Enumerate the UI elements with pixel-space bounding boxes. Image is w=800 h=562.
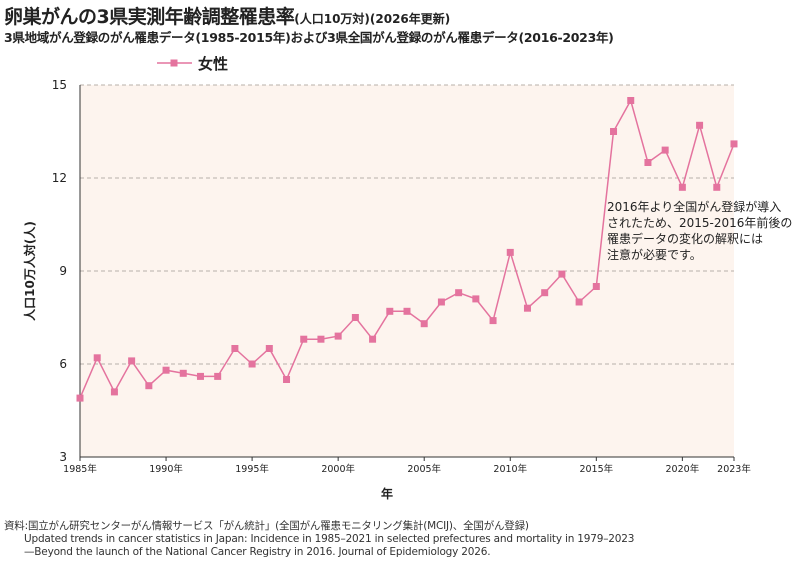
data-point bbox=[610, 128, 618, 135]
x-tick-label: 1985年 bbox=[63, 463, 97, 475]
data-point bbox=[472, 295, 480, 303]
data-point bbox=[145, 382, 153, 390]
data-point bbox=[351, 314, 359, 321]
data-point bbox=[575, 298, 583, 306]
y-tick-label: 15 bbox=[52, 78, 67, 92]
data-point bbox=[661, 146, 669, 154]
data-point bbox=[162, 366, 170, 374]
chart: 3 6 9 12 15 1985年 1990年 1995年 2000年 2005年 2010年 20… bbox=[22, 55, 792, 501]
page-title: 卵巣がんの3県実測年齢調整罹患率 bbox=[4, 6, 295, 28]
source-line: —Beyond the launch of the National Cance… bbox=[24, 546, 491, 558]
data-point bbox=[696, 121, 704, 129]
x-tick-label: 2020年 bbox=[666, 463, 700, 475]
x-tick-label: 1990年 bbox=[149, 463, 183, 475]
chart-annotation: 2016年より全国がん登録が導入されたため、2015-2016年前後の罹患データ… bbox=[607, 199, 792, 262]
y-tick-label: 12 bbox=[52, 171, 67, 185]
data-point bbox=[265, 345, 273, 352]
x-tick-labels: 1985年 1990年 1995年 2000年 2005年 2010年 2015年 2020年… bbox=[63, 457, 751, 475]
data-point bbox=[283, 376, 291, 383]
data-point bbox=[558, 270, 566, 278]
y-tick-label: 6 bbox=[59, 357, 67, 371]
data-point bbox=[713, 183, 721, 191]
page-subtitle: 3県地域がん登録のがん罹患データ(1985-2015年)および3県全国がん登録の… bbox=[4, 30, 614, 45]
data-point bbox=[420, 320, 428, 328]
data-point bbox=[730, 140, 738, 148]
data-point bbox=[214, 372, 222, 380]
source-note: 資料:国立がん研究センターがん情報サービス「がん統計」(全国がん罹患モニタリング… bbox=[4, 520, 634, 559]
data-point bbox=[523, 304, 531, 312]
x-tick-label: 2015年 bbox=[579, 463, 613, 475]
source-line: Updated trends in cancer statistics in J… bbox=[24, 533, 635, 545]
data-point bbox=[93, 354, 101, 362]
data-point bbox=[300, 335, 308, 343]
legend-label: 女性 bbox=[198, 55, 228, 73]
data-point bbox=[231, 345, 239, 352]
data-point bbox=[489, 317, 497, 325]
x-tick-label: 2000年 bbox=[321, 463, 355, 475]
annotation-line: 注意が必要です。 bbox=[607, 247, 702, 262]
data-point bbox=[403, 307, 411, 315]
x-axis-label: 年 bbox=[381, 486, 393, 501]
x-tick-label: 1995年 bbox=[235, 463, 269, 475]
annotation-line: 2016年より全国がん登録が導入 bbox=[607, 199, 781, 214]
data-point bbox=[334, 332, 342, 340]
y-tick-label: 9 bbox=[59, 264, 67, 278]
grid bbox=[80, 84, 734, 365]
data-point bbox=[76, 394, 84, 402]
annotation-line: されたため、2015-2016年前後の bbox=[607, 215, 792, 230]
data-point bbox=[592, 283, 600, 290]
data-point bbox=[248, 360, 256, 368]
data-point bbox=[541, 289, 549, 297]
annotation-line: 罹患データの変化の解釈には bbox=[607, 231, 763, 246]
legend-marker bbox=[170, 59, 178, 67]
data-point bbox=[128, 357, 136, 365]
x-tick-label: 2023年 bbox=[717, 463, 751, 475]
data-point bbox=[369, 335, 377, 343]
data-point bbox=[386, 307, 394, 315]
data-point bbox=[317, 335, 325, 343]
y-tick-label: 3 bbox=[59, 450, 67, 464]
x-tick-label: 2005年 bbox=[407, 463, 441, 475]
data-point bbox=[196, 372, 204, 380]
data-point bbox=[437, 298, 445, 306]
data-point bbox=[110, 388, 118, 396]
title-block: 卵巣がんの3県実測年齢調整罹患率(人口10万対)(2026年更新) bbox=[4, 2, 450, 29]
legend: 女性 bbox=[157, 55, 228, 73]
y-tick-labels: 3 6 9 12 15 bbox=[52, 78, 67, 464]
source-line: 資料:国立がん研究センターがん情報サービス「がん統計」(全国がん罹患モニタリング… bbox=[4, 520, 529, 532]
data-point bbox=[455, 289, 463, 297]
y-axis-label: 人口10万人対(人) bbox=[22, 221, 37, 321]
data-point bbox=[506, 248, 514, 256]
data-point bbox=[627, 97, 635, 104]
data-point bbox=[678, 183, 686, 191]
x-tick-label: 2010年 bbox=[493, 463, 527, 475]
data-point bbox=[644, 159, 652, 166]
data-point bbox=[179, 369, 187, 377]
series-layer bbox=[76, 97, 738, 402]
title-note: (人口10万対)(2026年更新) bbox=[294, 12, 451, 26]
